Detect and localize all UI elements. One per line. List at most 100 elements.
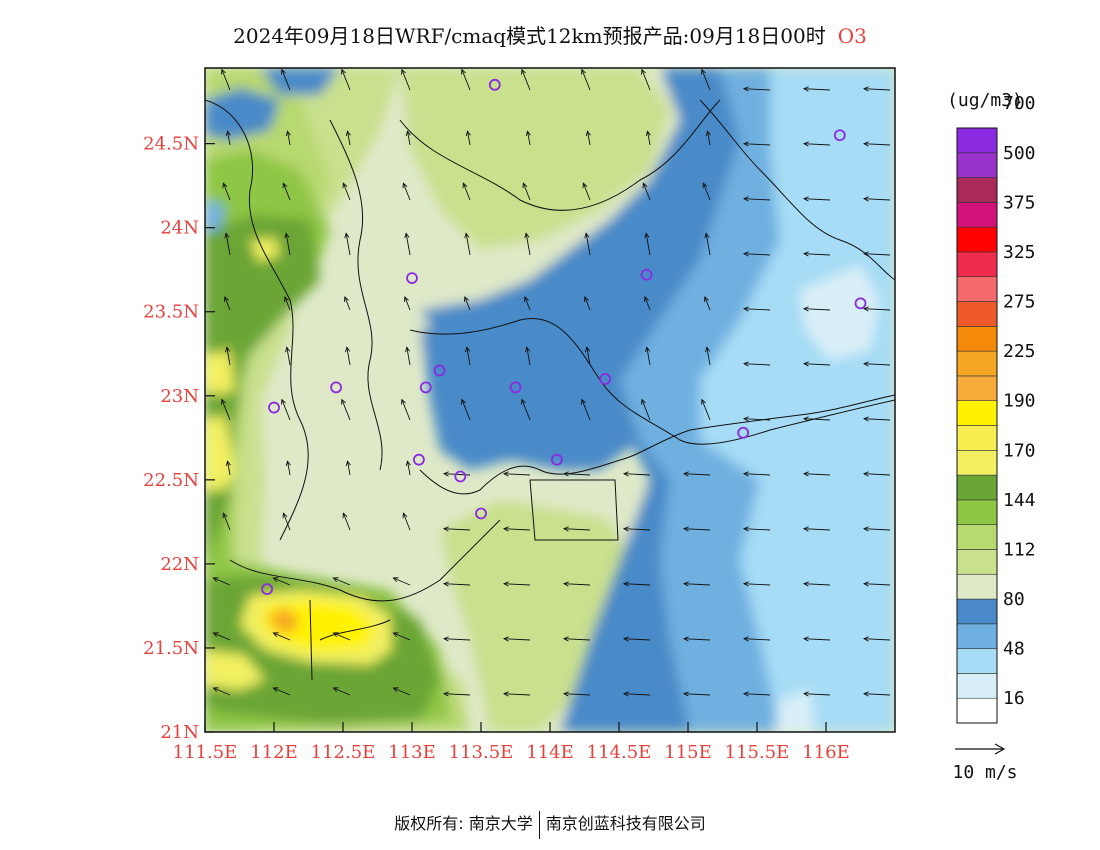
colorbar-swatch bbox=[956, 648, 998, 674]
wind-arrowhead bbox=[742, 526, 749, 532]
wind-arrow bbox=[344, 296, 351, 311]
wind-arrowhead bbox=[742, 251, 749, 257]
wind-arrowhead bbox=[585, 130, 591, 137]
wind-vector-field bbox=[212, 68, 891, 697]
wind-arrowhead bbox=[862, 361, 869, 367]
wind-arrow bbox=[407, 461, 411, 476]
wind-arrowhead bbox=[522, 182, 528, 189]
wind-arrowhead bbox=[345, 460, 351, 467]
lon-tick-label: 113.5E bbox=[449, 742, 514, 763]
wind-arrowhead bbox=[521, 398, 526, 405]
wind-arrowhead bbox=[524, 296, 529, 303]
wind-arrow bbox=[624, 583, 651, 586]
colorbar-swatch bbox=[956, 251, 998, 278]
wind-arrow bbox=[744, 418, 771, 421]
wind-arrowhead bbox=[701, 68, 706, 75]
wind-arrow bbox=[864, 198, 891, 201]
wind-arrowhead bbox=[225, 460, 231, 467]
band-170-w bbox=[205, 415, 235, 490]
wind-arrowhead bbox=[862, 691, 869, 697]
coastal-box bbox=[529, 479, 619, 541]
wind-arrowhead bbox=[645, 130, 651, 137]
wind-arrow bbox=[273, 632, 291, 641]
wind-arrowhead bbox=[272, 687, 279, 693]
wind-arrowhead bbox=[862, 526, 869, 532]
station-marker bbox=[419, 381, 432, 394]
wind-arrowhead bbox=[284, 296, 289, 303]
coastline-west bbox=[229, 519, 501, 602]
wind-arrow bbox=[641, 69, 651, 91]
wind-arrow bbox=[347, 131, 351, 146]
wind-arrowhead bbox=[802, 196, 809, 202]
wind-legend-label: 10 m/s bbox=[952, 762, 1017, 783]
wind-arrowhead bbox=[284, 232, 290, 239]
wind-arrow bbox=[864, 583, 891, 586]
wind-arrow bbox=[744, 308, 771, 311]
wind-arrowhead bbox=[524, 232, 530, 239]
wind-arrow bbox=[405, 233, 411, 256]
wind-arrowhead bbox=[221, 398, 226, 405]
wind-arrow bbox=[706, 347, 711, 366]
wind-arrow bbox=[707, 131, 711, 146]
lon-tick-label: 114E bbox=[526, 742, 574, 763]
wind-arrowhead bbox=[742, 636, 749, 642]
wind-arrow bbox=[504, 693, 531, 696]
wind-arrowhead bbox=[465, 130, 471, 137]
wind-arrowhead bbox=[272, 632, 279, 638]
footer-divider bbox=[538, 810, 540, 839]
colorbar-label: 16 bbox=[1003, 688, 1025, 709]
wind-arrow bbox=[222, 513, 231, 531]
wind-arrowhead bbox=[802, 471, 809, 477]
wind-arrowhead bbox=[341, 398, 346, 405]
wind-arrow bbox=[407, 131, 411, 146]
colorbar-label: 225 bbox=[1003, 341, 1036, 362]
wind-arrow bbox=[624, 638, 651, 641]
wind-arrowhead bbox=[862, 86, 869, 92]
wind-arrowhead bbox=[581, 68, 586, 75]
wind-arrowhead bbox=[392, 632, 399, 638]
wind-arrow bbox=[744, 473, 771, 476]
concentration-field bbox=[205, 68, 895, 732]
station-marker bbox=[640, 268, 653, 281]
wind-arrow bbox=[804, 88, 831, 91]
wind-arrow bbox=[564, 473, 591, 476]
wind-arrow bbox=[701, 399, 711, 421]
wind-arrow bbox=[393, 632, 411, 641]
wind-arrow bbox=[461, 399, 471, 421]
boundary-inner-1 bbox=[329, 119, 383, 471]
wind-arrow bbox=[804, 143, 831, 146]
wind-arrow bbox=[645, 233, 651, 256]
wind-arrow bbox=[461, 69, 471, 91]
colorbar-label: 500 bbox=[1003, 143, 1036, 164]
wind-arrowhead bbox=[742, 196, 749, 202]
wind-arrowhead bbox=[585, 346, 591, 353]
wind-arrow bbox=[804, 693, 831, 696]
wind-arrow bbox=[222, 183, 231, 201]
wind-arrow bbox=[444, 528, 471, 531]
wind-arrow bbox=[285, 233, 291, 256]
wind-arrow bbox=[744, 638, 771, 641]
wind-arrow bbox=[585, 233, 591, 256]
station-marker bbox=[488, 78, 501, 91]
wind-arrowhead bbox=[281, 68, 286, 75]
wind-arrowhead bbox=[862, 471, 869, 477]
band-48 bbox=[700, 68, 895, 732]
wind-arrowhead bbox=[502, 636, 509, 642]
wind-arrowhead bbox=[641, 398, 646, 405]
wind-arrow bbox=[504, 583, 531, 586]
wind-arrow bbox=[225, 233, 231, 256]
wind-arrow bbox=[581, 399, 591, 421]
wind-arrowhead bbox=[742, 416, 749, 422]
lat-tick-label: 23.5N bbox=[143, 302, 199, 323]
wind-arrowhead bbox=[641, 68, 646, 75]
wind-arrowhead bbox=[742, 361, 749, 367]
boundary-lines bbox=[205, 99, 895, 681]
wind-arrowhead bbox=[224, 232, 230, 239]
wind-arrow bbox=[564, 638, 591, 641]
wind-arrow bbox=[564, 528, 591, 531]
lat-tick-label: 21.5N bbox=[143, 638, 199, 659]
lat-tick-label: 22.5N bbox=[143, 470, 199, 491]
wind-arrow bbox=[401, 399, 411, 421]
wind-arrow bbox=[393, 577, 411, 586]
wind-arrow bbox=[393, 687, 411, 696]
